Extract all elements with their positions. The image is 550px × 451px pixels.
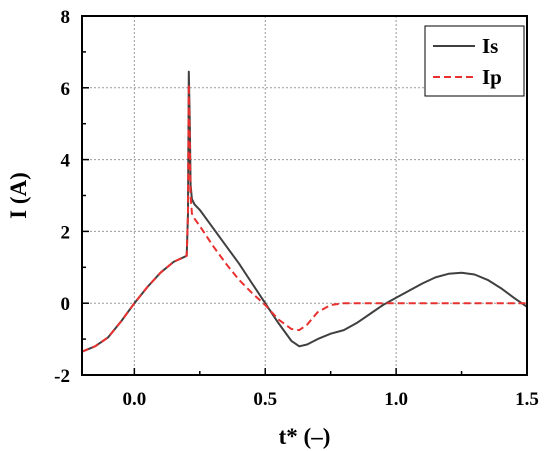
x-axis-title: t* (–) (279, 424, 331, 449)
y-tick-label: 0 (61, 294, 71, 315)
y-tick-labels: -2 0 2 4 6 8 (54, 7, 70, 387)
y-tick-label: -2 (54, 366, 70, 387)
series-line-is (81, 70, 528, 353)
legend-box (424, 25, 525, 97)
series-line-ip (81, 83, 527, 353)
y-tick-label: 4 (61, 151, 71, 172)
x-tick-label: 1.5 (515, 389, 539, 410)
legend-label-is: Is (482, 34, 498, 58)
plot-series (81, 70, 528, 353)
y-tick-label: 2 (61, 222, 71, 243)
axis-ticks (82, 15, 528, 376)
x-tick-label: 0.0 (122, 389, 146, 410)
x-tick-labels: 0.0 0.5 1.0 1.5 (122, 389, 538, 410)
y-tick-label: 8 (61, 7, 71, 28)
legend-label-ip: Ip (482, 65, 502, 89)
y-tick-label: 6 (61, 79, 71, 100)
x-tick-label: 0.5 (253, 389, 277, 410)
y-axis-title: I (A) (6, 172, 31, 219)
legend: Is Ip (424, 25, 525, 97)
x-tick-label: 1.0 (384, 389, 408, 410)
